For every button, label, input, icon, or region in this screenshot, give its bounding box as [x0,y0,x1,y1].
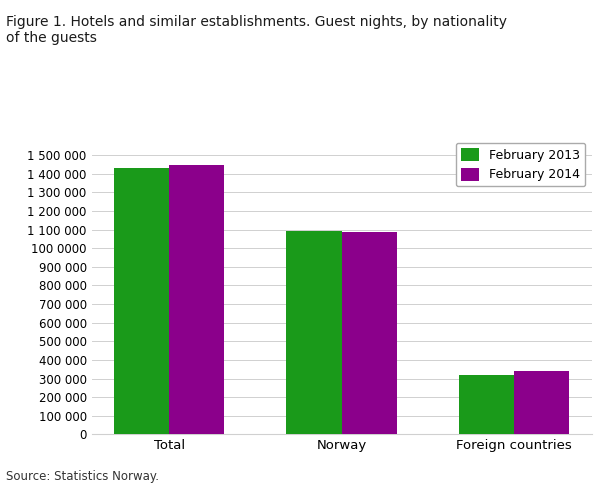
Bar [287,231,342,434]
Bar [342,232,396,434]
Legend: February 2013, February 2014: February 2013, February 2014 [456,143,586,186]
Bar [459,375,514,434]
Bar [114,168,170,434]
Text: Figure 1. Hotels and similar establishments. Guest nights, by nationality
of the: Figure 1. Hotels and similar establishme… [6,15,507,45]
Text: Source: Statistics Norway.: Source: Statistics Norway. [6,470,159,483]
Bar [514,371,569,434]
Bar [170,164,224,434]
